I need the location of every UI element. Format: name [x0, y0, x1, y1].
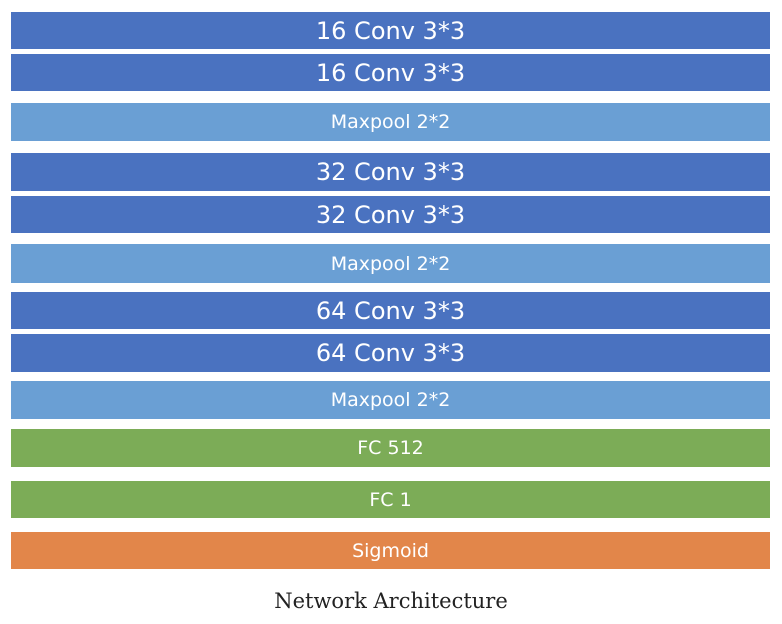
maxpool-layer-block: Maxpool 2*2	[11, 244, 770, 283]
fc-layer-block: FC 512	[11, 429, 770, 467]
conv-layer-block: 16 Conv 3*3	[11, 54, 770, 91]
conv-layer-block: 64 Conv 3*3	[11, 334, 770, 372]
conv-layer-block: 32 Conv 3*3	[11, 153, 770, 191]
conv-layer-block: 64 Conv 3*3	[11, 292, 770, 329]
maxpool-layer-block: Maxpool 2*2	[11, 103, 770, 141]
conv-layer-block: 16 Conv 3*3	[11, 12, 770, 49]
sigmoid-layer-block: Sigmoid	[11, 532, 770, 569]
fc-layer-block: FC 1	[11, 481, 770, 518]
maxpool-layer-block: Maxpool 2*2	[11, 381, 770, 419]
diagram-caption: Network Architecture	[274, 589, 508, 613]
conv-layer-block: 32 Conv 3*3	[11, 196, 770, 233]
